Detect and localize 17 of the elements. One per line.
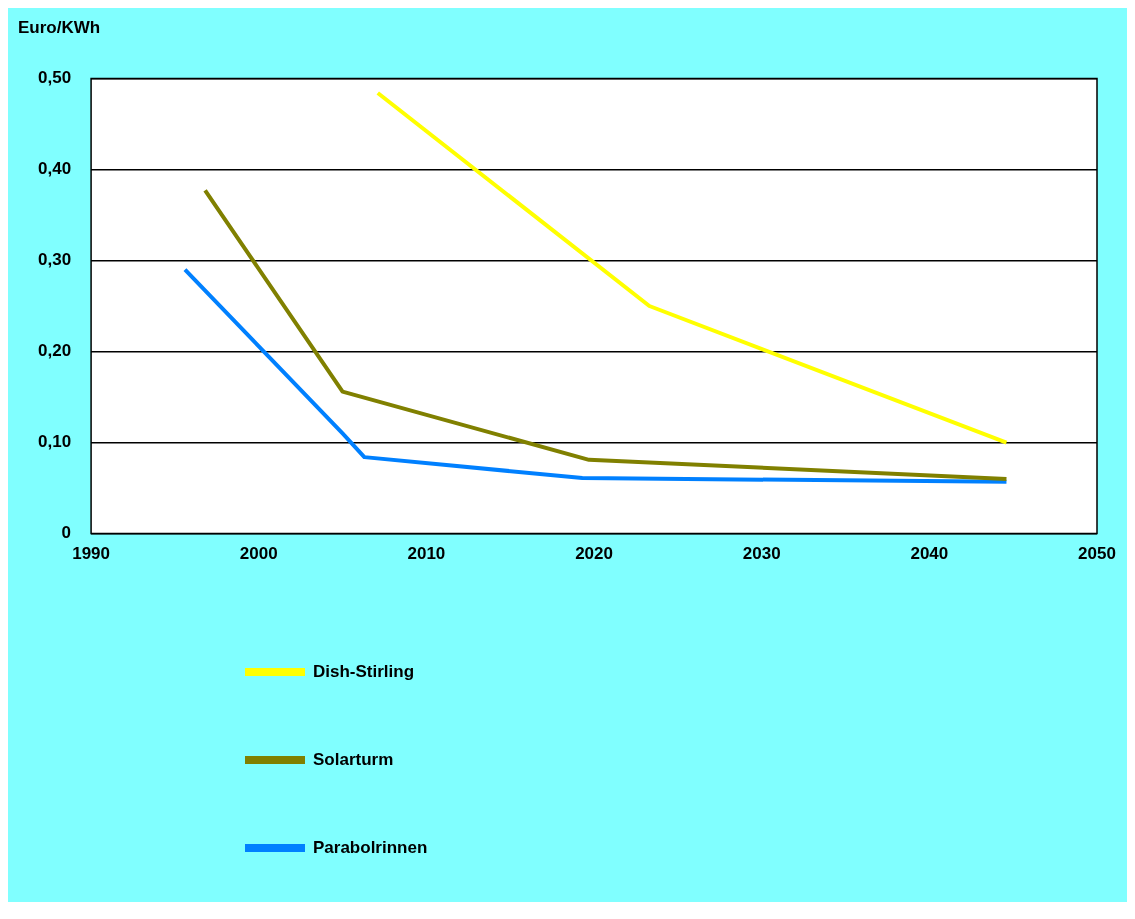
x-tick-label: 2010 [407, 544, 446, 564]
y-tick-label: 0,20 [37, 341, 72, 361]
x-tick-label: 2030 [742, 544, 781, 564]
y-tick-label: 0,40 [37, 159, 72, 179]
y-axis-title: Euro/KWh [18, 17, 101, 37]
y-tick-label: 0,30 [37, 250, 72, 270]
x-tick-label: 1990 [72, 544, 110, 564]
y-tick-label: 0,10 [37, 432, 72, 452]
legend-label: Parabolrinnen [313, 838, 428, 858]
y-tick-label: 0,50 [37, 68, 72, 88]
legend-label: Dish-Stirling [313, 662, 415, 682]
x-tick-label: 2020 [575, 544, 613, 564]
x-tick-label: 2050 [1078, 544, 1116, 564]
legend-label: Solarturm [313, 750, 394, 770]
y-tick-label: 0 [61, 523, 72, 543]
x-tick-label: 2040 [910, 544, 949, 564]
x-tick-label: 2000 [239, 544, 278, 564]
